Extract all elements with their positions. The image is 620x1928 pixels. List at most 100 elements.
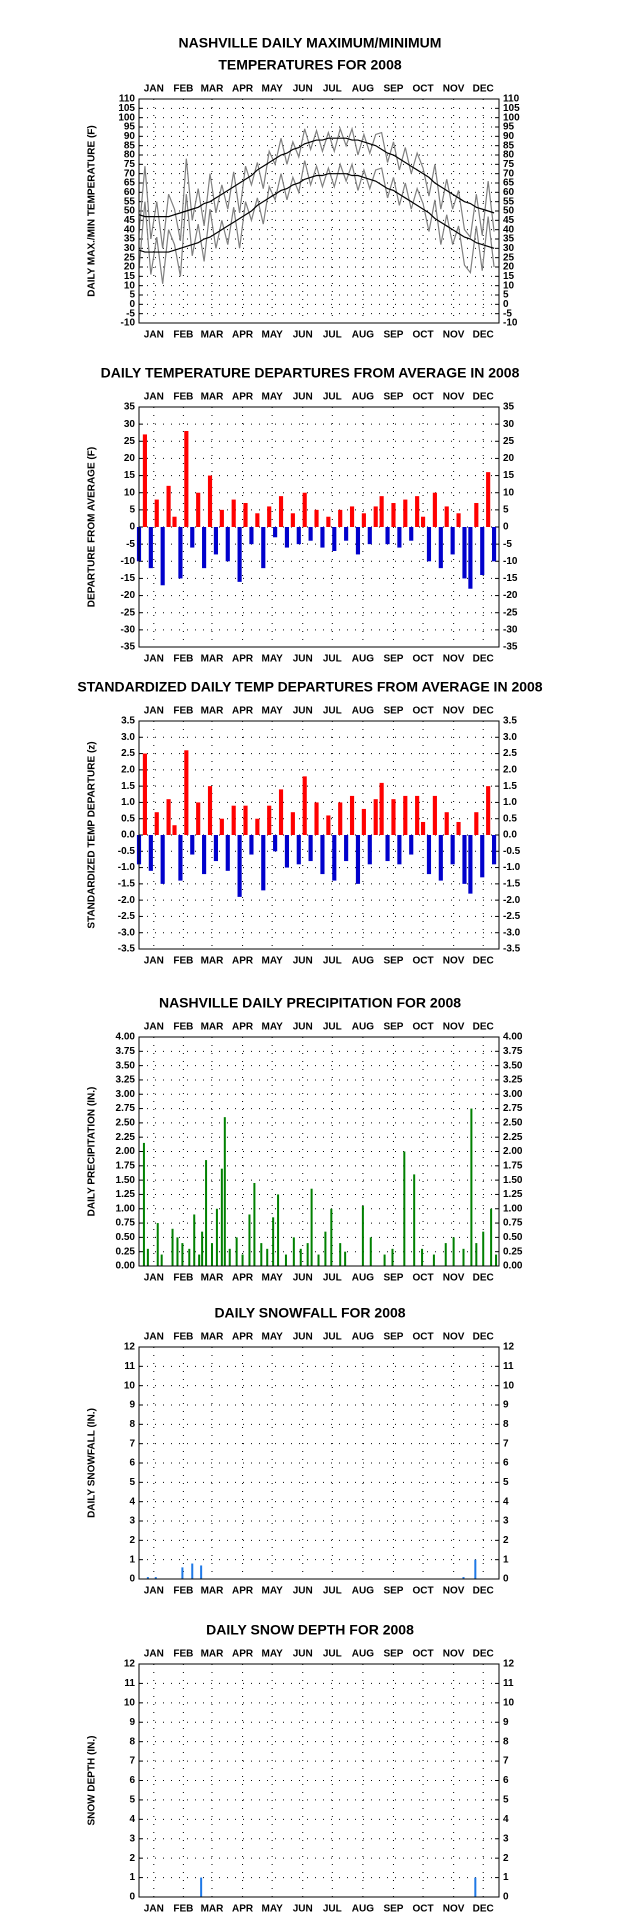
x-tick-label: OCT xyxy=(413,392,434,403)
x-tick-label: OCT xyxy=(413,1586,434,1597)
y-tick-label: 2.0 xyxy=(121,764,135,775)
x-tick-label: SEP xyxy=(383,1904,403,1915)
y2-tick-label: 25 xyxy=(503,436,515,447)
x-tick-label: JAN xyxy=(144,1022,164,1033)
y-tick-label: 4 xyxy=(129,1496,135,1507)
x-tick-label: SEP xyxy=(383,392,403,403)
bar xyxy=(142,753,147,835)
y2-tick-label: 10 xyxy=(503,280,515,291)
y-tick-label: 25 xyxy=(124,252,136,263)
y-axis-label: SNOW DEPTH (IN.) xyxy=(87,1736,98,1826)
bar xyxy=(249,835,254,855)
bar xyxy=(426,835,432,875)
y-tick-label: 6 xyxy=(129,1458,135,1469)
x-tick-label: NOV xyxy=(443,1273,465,1284)
x-tick-label: DEC xyxy=(473,392,494,403)
x-tick-label: FEB xyxy=(173,1649,193,1660)
y2-tick-label: -30 xyxy=(503,624,518,635)
bar xyxy=(415,496,420,527)
bar xyxy=(344,527,349,541)
y-tick-label: 1.75 xyxy=(116,1160,136,1171)
bar xyxy=(302,492,307,527)
bar xyxy=(349,506,355,527)
x-tick-label: DEC xyxy=(473,330,494,341)
x-tick-label: NOV xyxy=(443,84,465,95)
y2-tick-label: 3.50 xyxy=(503,1060,523,1071)
x-tick-label: FEB xyxy=(173,1332,193,1343)
bar xyxy=(213,527,219,555)
bar xyxy=(296,835,301,865)
y2-tick-label: 35 xyxy=(503,402,515,413)
y-tick-label: 105 xyxy=(118,103,135,114)
y-tick-label: 7 xyxy=(129,1756,135,1767)
y-tick-label: 70 xyxy=(124,168,136,179)
y2-tick-label: 0 xyxy=(503,299,509,310)
x-tick-label: DEC xyxy=(473,1586,494,1597)
x-tick-label: MAY xyxy=(261,654,283,665)
y2-tick-label: 30 xyxy=(503,243,515,254)
bar xyxy=(462,1248,465,1266)
series-line xyxy=(138,173,495,253)
x-tick-label: DEC xyxy=(473,956,494,967)
bar xyxy=(243,805,248,835)
bar xyxy=(361,1205,364,1266)
y-tick-label: 2 xyxy=(129,1853,135,1864)
y2-tick-label: 3.0 xyxy=(503,732,517,743)
y2-tick-label: 2.75 xyxy=(503,1103,523,1114)
y2-tick-label: 4 xyxy=(503,1814,509,1825)
y-tick-label: 20 xyxy=(124,262,136,273)
y-tick-label: 15 xyxy=(124,470,136,481)
bar xyxy=(184,750,189,835)
bar xyxy=(452,1237,455,1266)
x-tick-label: APR xyxy=(232,1586,254,1597)
y-tick-label: 35 xyxy=(124,234,136,245)
bar xyxy=(438,835,443,881)
bar xyxy=(219,818,224,835)
bar xyxy=(391,799,396,835)
bar xyxy=(456,821,461,835)
y-axis-label: STANDARDIZED TEMP DEPARTURE (z) xyxy=(87,741,98,928)
y-tick-label: -5 xyxy=(126,539,135,550)
bar xyxy=(154,499,159,527)
plot-frame xyxy=(138,98,500,324)
x-tick-label: APR xyxy=(232,654,254,665)
y2-tick-label: 75 xyxy=(503,159,515,170)
bar xyxy=(320,835,325,875)
y2-tick-label: 0.75 xyxy=(503,1218,523,1229)
bar xyxy=(420,516,426,527)
y2-tick-label: 7 xyxy=(503,1438,509,1449)
plot-frame xyxy=(138,406,500,648)
y2-tick-label: 1 xyxy=(503,1554,509,1565)
bar xyxy=(267,805,272,835)
bar xyxy=(190,835,195,855)
x-tick-label: MAR xyxy=(201,84,225,95)
x-tick-label: JAN xyxy=(144,1332,164,1343)
y2-tick-label: 55 xyxy=(503,196,515,207)
y-tick-label: 40 xyxy=(124,224,136,235)
bar xyxy=(379,782,384,835)
bar xyxy=(373,506,378,527)
bar xyxy=(397,527,402,548)
x-tick-label: JUL xyxy=(323,1273,342,1284)
bar xyxy=(450,527,455,555)
y2-tick-label: 95 xyxy=(503,122,515,133)
y2-tick-label: 3 xyxy=(503,1833,509,1844)
x-tick-label: APR xyxy=(232,1332,254,1343)
x-tick-label: MAY xyxy=(261,392,283,403)
bar xyxy=(332,835,337,881)
y2-tick-label: 110 xyxy=(503,94,520,105)
y-tick-label: -2.0 xyxy=(118,895,136,906)
bar xyxy=(296,527,301,545)
bar xyxy=(198,1254,201,1266)
x-tick-label: NOV xyxy=(443,330,465,341)
y2-tick-label: -2.5 xyxy=(503,911,521,922)
bar xyxy=(235,1237,238,1266)
bar xyxy=(490,1208,493,1266)
y2-tick-label: -2.0 xyxy=(503,895,521,906)
bar xyxy=(391,503,396,527)
x-tick-label: OCT xyxy=(413,1022,434,1033)
y2-tick-label: 20 xyxy=(503,262,515,273)
y-tick-label: 0 xyxy=(129,1574,135,1585)
y2-tick-label: 45 xyxy=(503,215,515,226)
